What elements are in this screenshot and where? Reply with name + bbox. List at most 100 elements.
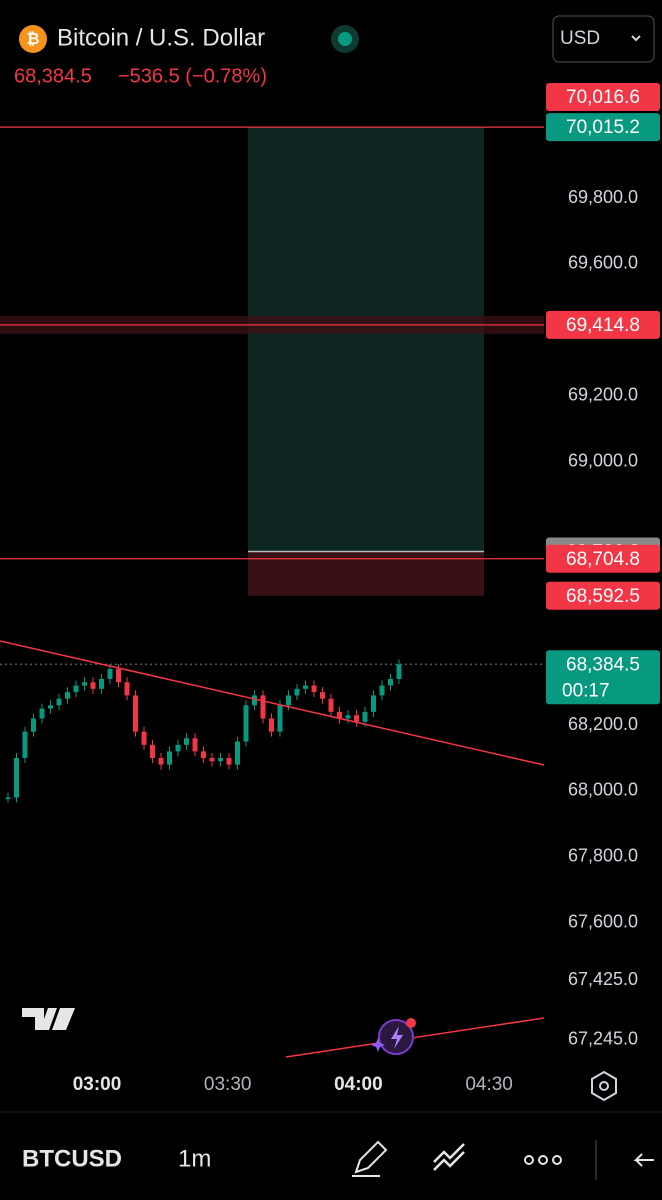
chart-area: 69,800.0 69,600.0 69,200.0 69,000.0 68,200.0… [0,83,660,1095]
price-tag [546,113,660,142]
price-tag-label: 68,592.5 [566,586,640,607]
price-tag-label: 70,015.2 [566,117,640,138]
y-tick-label: 69,800.0 [568,187,638,207]
price-tag [546,581,660,610]
x-tick-label: 03:00 [73,1074,122,1095]
candle [320,692,325,699]
y-tick-label: 69,000.0 [568,450,638,470]
candle [150,744,155,758]
stop-zone [248,551,484,596]
candle [252,695,257,706]
price-tag [546,544,660,573]
candle [337,711,342,719]
x-tick-label: 03:30 [204,1074,252,1095]
trendline [285,1017,545,1058]
y-tick-label: 69,600.0 [568,253,638,273]
y-tick-label: 68,000.0 [568,780,638,800]
y-tick-label: 67,800.0 [568,846,638,866]
candle [260,695,266,719]
candle [116,669,121,683]
candle [311,685,317,693]
candle [82,682,87,686]
candle [14,757,19,798]
settings-icon [599,1081,609,1091]
coin-glyph: ₿ [26,30,39,48]
candle [379,685,385,696]
candle [371,695,376,712]
candle [345,715,351,719]
candle [107,669,113,679]
coin-icon [19,25,47,53]
candle [269,718,274,732]
candle [294,688,300,696]
back-button[interactable] [633,1153,654,1167]
candle [218,757,223,762]
notification-dot [406,1018,416,1028]
candle [124,682,130,696]
candle [362,711,368,722]
price-tag [546,650,660,705]
candle [235,741,240,765]
draw-tool[interactable] [352,1140,388,1177]
price-change: −536.5 (−0.78%) [118,65,267,87]
candle [39,708,45,719]
candle [277,705,283,732]
candle [286,695,291,706]
price-tag-label: 68,384.5 [566,654,640,675]
candle [22,731,28,758]
candle [209,757,215,762]
footer-symbol[interactable]: BTCUSD [22,1145,122,1172]
candle [5,797,11,800]
candle [167,751,172,765]
candle [388,678,393,686]
y-tick-label: 69,200.0 [568,384,638,404]
candle [99,678,104,689]
price-tag-label: 68,704.8 [566,549,640,570]
tv-logo [22,1008,75,1030]
candle [175,744,181,752]
y-tick-label: 67,600.0 [568,911,638,931]
y-tick-label: 67,425.0 [568,969,638,989]
target-zone [248,127,484,552]
sparkle-icon [371,1038,385,1052]
candle [303,685,308,689]
trendline [0,640,545,766]
settings-button[interactable] [591,1070,617,1102]
candle [192,738,198,752]
interval[interactable]: 1m [178,1145,211,1172]
candle [56,698,62,706]
y-tick-label: 68,200.0 [568,714,638,734]
currency-select[interactable] [552,15,655,63]
candle [48,705,53,709]
candle [31,718,36,732]
candle [141,731,147,745]
currency: USD [560,28,600,49]
candle [90,682,96,689]
candle [226,757,232,765]
x-tick-label: 04:30 [465,1074,513,1095]
more-menu[interactable] [524,1155,562,1165]
indicators-tool[interactable] [433,1143,465,1171]
price-tag [546,310,660,339]
y-tick-label: 67,245.0 [568,1028,638,1048]
candle [73,685,79,693]
candle [184,738,189,745]
candle [354,715,359,722]
candle [65,692,70,699]
candle [158,757,164,765]
candle [243,705,249,742]
candle [328,698,334,712]
candle [201,751,206,758]
price-tag-label: 70,016.6 [566,87,640,108]
market-status [338,32,352,46]
symbol-title[interactable]: Bitcoin / U.S. Dollar [57,24,265,51]
countdown: 00:17 [562,680,610,701]
last-price: 68,384.5 [14,65,92,87]
price-tag [546,83,660,111]
x-tick-label: 04:00 [334,1074,383,1095]
candle [133,695,138,732]
price-tag-label: 69,414.8 [566,315,640,336]
dropdown-arrow [631,35,641,42]
candle [396,664,402,679]
